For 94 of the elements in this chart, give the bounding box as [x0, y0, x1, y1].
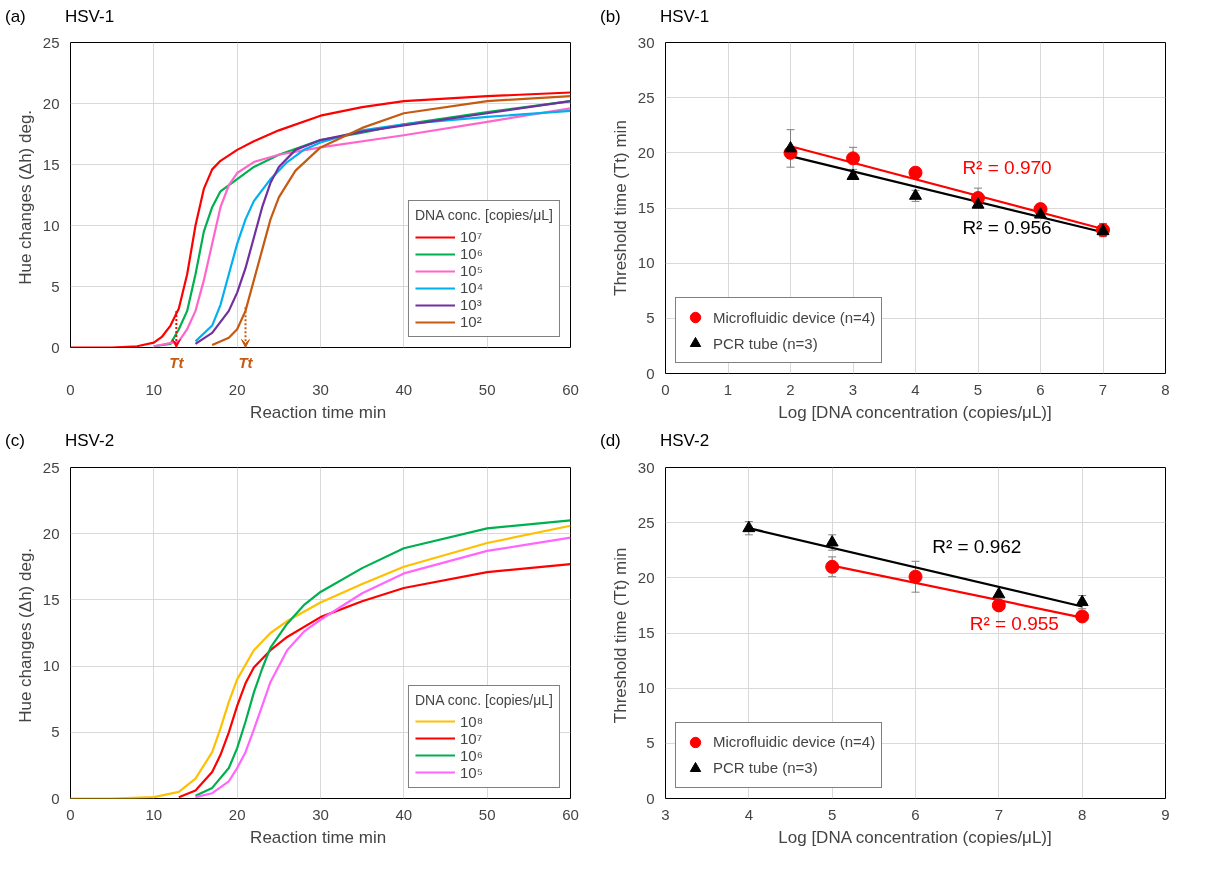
- y-tick-label: 25: [42, 458, 60, 476]
- y-tick-label: 5: [646, 733, 655, 751]
- legend-label: 10⁷: [459, 228, 483, 246]
- x-tick-label: 0: [66, 805, 75, 823]
- legend-label: PCR tube (n=3): [713, 758, 818, 779]
- legend-label: 10⁵: [459, 262, 483, 280]
- y-tick-label: 25: [637, 88, 655, 106]
- legend-label: 10³: [459, 296, 482, 314]
- y-tick-label: 25: [42, 33, 60, 51]
- y-tick-label: 5: [646, 309, 655, 327]
- y-tick-label: 30: [637, 458, 655, 476]
- y-tick-label: 10: [42, 216, 60, 234]
- y-tick-label: 5: [51, 722, 60, 740]
- annotation: Tt: [238, 353, 254, 371]
- x-tick-label: 30: [312, 380, 329, 398]
- x-axis-title: Log [DNA concentration (copies/μL)]: [778, 402, 1052, 422]
- y-tick-label: 5: [51, 277, 60, 295]
- x-tick-label: 40: [395, 380, 413, 398]
- y-tick-label: 20: [637, 568, 655, 586]
- legend-label: 10⁸: [459, 712, 483, 730]
- x-axis-title: Log [DNA concentration (copies/μL)]: [778, 827, 1052, 847]
- y-tick-label: 20: [42, 524, 60, 542]
- legend-label: 10⁴: [459, 279, 484, 297]
- chart-subtitle: HSV-2: [65, 430, 115, 453]
- legend-label: Microfluidic device (n=4): [713, 307, 876, 328]
- x-tick-label: 0: [661, 380, 670, 398]
- x-tick-label: 10: [145, 805, 163, 823]
- y-axis-title: Threshold time (Tt) min: [610, 547, 630, 723]
- legend-label: 10⁷: [459, 729, 483, 747]
- chart-subtitle: HSV-1: [65, 6, 115, 28]
- y-tick-label: 20: [637, 144, 655, 162]
- x-tick-label: 4: [911, 380, 920, 398]
- legend-label: 10²: [459, 313, 482, 331]
- x-tick-label: 40: [395, 805, 413, 823]
- y-axis-title: Hue changes (Δh) deg.: [15, 110, 35, 286]
- x-tick-label: 8: [1078, 805, 1087, 823]
- x-axis-title: Reaction time min: [250, 827, 387, 847]
- legend-label: Microfluidic device (n=4): [713, 732, 876, 753]
- chart-title: (d): [600, 430, 621, 453]
- x-tick-label: 20: [228, 380, 246, 398]
- y-tick-label: 0: [646, 364, 655, 382]
- y-tick-label: 0: [51, 338, 60, 356]
- x-tick-label: 10: [145, 380, 163, 398]
- x-tick-label: 50: [478, 380, 496, 398]
- y-tick-label: 0: [646, 789, 655, 807]
- x-tick-label: 3: [848, 380, 858, 398]
- x-tick-label: 9: [1161, 805, 1170, 823]
- y-tick-label: 0: [51, 789, 60, 807]
- x-tick-label: 5: [973, 380, 983, 398]
- x-tick-label: 2: [786, 380, 795, 398]
- x-tick-label: 50: [478, 805, 496, 823]
- x-tick-label: 6: [911, 805, 920, 823]
- y-tick-label: 10: [637, 254, 655, 272]
- series-label: R² = 0.962: [932, 535, 1022, 557]
- legend-label: 10⁶: [459, 746, 483, 764]
- x-tick-label: 3: [661, 805, 670, 823]
- y-axis-title: Threshold time (Tt) min: [610, 120, 630, 297]
- legend-title: DNA conc. [copies/μL]: [414, 207, 553, 224]
- y-tick-label: 15: [637, 199, 655, 217]
- x-tick-label: 60: [562, 380, 579, 398]
- chart-subtitle: HSV-1: [660, 6, 710, 28]
- x-tick-label: 0: [66, 380, 75, 398]
- series-label: R² = 0.955: [969, 612, 1059, 634]
- series-label: R² = 0.956: [962, 217, 1052, 239]
- y-tick-label: 30: [637, 33, 655, 51]
- y-tick-label: 15: [42, 155, 60, 173]
- y-tick-label: 10: [42, 656, 60, 674]
- legend-label: 10⁵: [459, 763, 483, 781]
- x-tick-label: 7: [1098, 380, 1108, 398]
- legend-title: DNA conc. [copies/μL]: [414, 691, 553, 708]
- x-axis-title: Reaction time min: [250, 402, 387, 422]
- legend-label: PCR tube (n=3): [713, 333, 818, 354]
- y-tick-label: 20: [42, 94, 60, 112]
- y-tick-label: 15: [637, 623, 655, 641]
- annotation: Tt: [169, 353, 185, 371]
- y-tick-label: 25: [637, 513, 655, 531]
- chart-subtitle: HSV-2: [660, 430, 710, 453]
- x-tick-label: 1: [723, 380, 733, 398]
- chart-title: (c): [5, 430, 25, 453]
- chart-title: (a): [5, 6, 26, 28]
- series-label: R² = 0.970: [962, 157, 1052, 179]
- y-tick-label: 15: [42, 590, 60, 608]
- x-tick-label: 7: [994, 805, 1004, 823]
- x-tick-label: 20: [228, 805, 246, 823]
- chart-title: (b): [600, 6, 621, 28]
- x-tick-label: 30: [312, 805, 329, 823]
- x-tick-label: 4: [744, 805, 754, 823]
- y-tick-label: 10: [637, 678, 655, 696]
- x-tick-label: 60: [562, 805, 579, 823]
- legend-label: 10⁶: [459, 245, 483, 263]
- x-tick-label: 8: [1161, 380, 1170, 398]
- x-tick-label: 6: [1036, 380, 1045, 398]
- y-axis-title: Hue changes (Δh) deg.: [15, 547, 35, 723]
- x-tick-label: 5: [828, 805, 837, 823]
